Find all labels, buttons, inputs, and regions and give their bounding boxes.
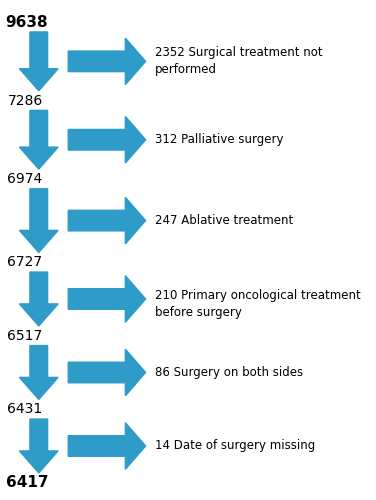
Text: 6431: 6431	[8, 402, 43, 416]
Text: 6727: 6727	[8, 255, 42, 269]
Text: 2352 Surgical treatment not
performed: 2352 Surgical treatment not performed	[155, 46, 323, 76]
Text: 247 Ablative treatment: 247 Ablative treatment	[155, 214, 293, 227]
Text: 86 Surgery on both sides: 86 Surgery on both sides	[155, 366, 303, 379]
Text: 9638: 9638	[6, 14, 48, 30]
Text: 6417: 6417	[6, 475, 48, 490]
Text: 14 Date of surgery missing: 14 Date of surgery missing	[155, 440, 315, 452]
Text: 312 Palliative surgery: 312 Palliative surgery	[155, 133, 284, 146]
FancyArrow shape	[68, 422, 146, 470]
FancyArrow shape	[68, 38, 146, 84]
FancyArrow shape	[68, 116, 146, 163]
FancyArrow shape	[68, 349, 146, 396]
FancyArrow shape	[68, 198, 146, 244]
FancyArrow shape	[20, 419, 58, 473]
FancyArrow shape	[20, 32, 58, 91]
FancyArrow shape	[20, 272, 58, 326]
FancyArrow shape	[20, 188, 58, 252]
Text: 210 Primary oncological treatment
before surgery: 210 Primary oncological treatment before…	[155, 289, 361, 319]
FancyArrow shape	[20, 346, 58, 400]
Text: 6974: 6974	[8, 172, 43, 186]
Text: 6517: 6517	[8, 329, 43, 343]
FancyArrow shape	[68, 276, 146, 322]
Text: 7286: 7286	[8, 94, 43, 108]
FancyArrow shape	[20, 110, 58, 169]
